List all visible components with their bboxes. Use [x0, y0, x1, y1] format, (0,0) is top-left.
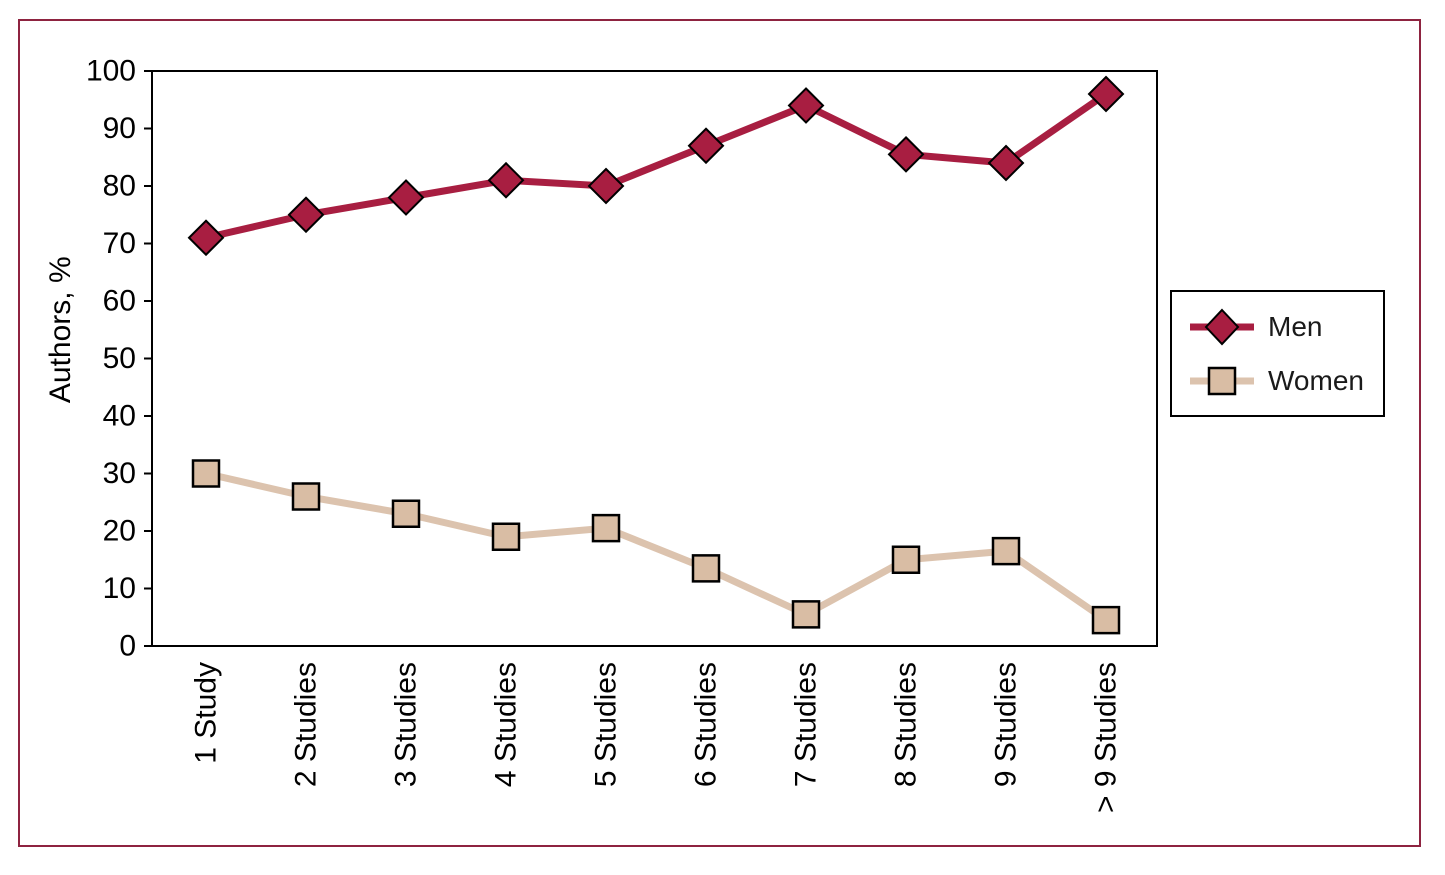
x-tick-label: 6 Studies — [690, 662, 723, 787]
men-marker — [687, 127, 725, 165]
y-tick-label: 20 — [103, 515, 136, 548]
women-series-icon — [1190, 366, 1254, 395]
men-marker — [787, 87, 825, 124]
y-axis-title: Authors, % — [44, 256, 77, 403]
men-marker — [387, 179, 425, 216]
women-marker — [791, 600, 821, 629]
y-tick-label: 50 — [103, 342, 136, 375]
men-marker — [987, 144, 1025, 182]
women-marker — [691, 554, 721, 583]
women-marker — [391, 499, 421, 528]
legend-item-men: Men — [1188, 307, 1383, 347]
x-tick-label: 5 Studies — [590, 662, 623, 787]
women-marker — [491, 522, 521, 551]
women-marker — [1091, 605, 1121, 635]
y-tick-label: 10 — [103, 572, 136, 605]
x-tick-label: 8 Studies — [890, 662, 923, 787]
x-tick-label: 9 Studies — [990, 662, 1023, 787]
women-marker — [591, 513, 621, 543]
men-marker — [887, 135, 925, 173]
x-tick-label: 3 Studies — [390, 662, 423, 787]
y-tick-label: 90 — [103, 112, 136, 145]
y-tick-label: 40 — [103, 400, 136, 433]
x-tick-label: 1 Study — [190, 662, 223, 764]
y-tick-label: 100 — [86, 55, 136, 88]
women-marker — [291, 482, 321, 511]
men-line — [205, 91, 1108, 242]
women-line — [205, 470, 1108, 624]
x-tick-label: 4 Studies — [490, 662, 523, 787]
women-marker — [191, 459, 221, 488]
y-tick-label: 30 — [103, 457, 136, 490]
x-tick-label: 7 Studies — [790, 662, 823, 787]
y-tick-label: 70 — [103, 227, 136, 260]
y-tick-label: 60 — [103, 285, 136, 318]
legend-label-men: Men — [1268, 310, 1323, 342]
men-marker — [187, 219, 225, 257]
legend-label-women: Women — [1268, 364, 1364, 396]
men-marker — [1087, 75, 1125, 113]
x-tick-label: > 9 Studies — [1090, 662, 1123, 813]
men-marker — [587, 167, 625, 205]
men-marker — [487, 161, 525, 199]
men-series-icon — [1190, 308, 1254, 345]
y-tick-label: 80 — [103, 170, 136, 203]
women-marker — [991, 536, 1021, 566]
men-marker — [287, 196, 325, 234]
legend: Men Women — [1170, 290, 1385, 417]
y-tick-label: 0 — [119, 630, 136, 663]
x-tick-label: 2 Studies — [290, 662, 323, 787]
legend-item-women: Women — [1188, 361, 1383, 401]
women-marker — [891, 545, 921, 574]
figure-border — [18, 19, 1421, 847]
